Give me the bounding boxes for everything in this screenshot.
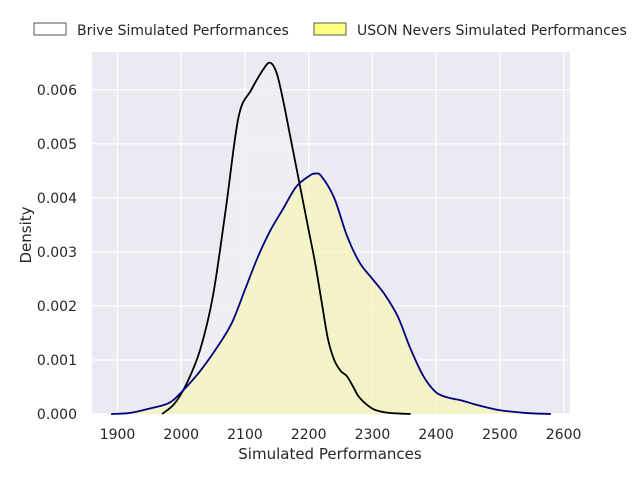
nevers-density-line (111, 172, 551, 415)
y-tick-label: 0.005 (37, 137, 77, 153)
x-tick-label: 2300 (355, 427, 391, 443)
y-tick-label: 0.001 (37, 353, 77, 369)
y-tick-label: 0.000 (37, 407, 77, 423)
y-axis-ticks: 0.000 0.001 0.002 0.003 0.004 0.005 0.006 (37, 83, 77, 423)
legend: Brive Simulated Performances USON Nevers … (33, 22, 627, 39)
x-tick-label: 2100 (227, 427, 263, 443)
nevers-legend-label: USON Nevers Simulated Performances (357, 23, 627, 39)
brive-legend-swatch (33, 22, 67, 36)
density-lines (111, 61, 551, 415)
nevers-legend-swatch (313, 22, 347, 36)
y-tick-label: 0.002 (37, 299, 77, 315)
x-tick-label: 2400 (418, 427, 454, 443)
y-axis-label: Density (17, 206, 35, 263)
y-tick-label: 0.003 (37, 245, 77, 261)
brive-density-line (161, 61, 411, 415)
brive-legend-label: Brive Simulated Performances (77, 23, 289, 39)
density-areas (111, 62, 551, 414)
nevers-density-area (111, 173, 551, 414)
y-tick-label: 0.006 (37, 83, 77, 99)
x-tick-label: 1900 (100, 427, 136, 443)
y-tick-label: 0.004 (37, 191, 77, 207)
x-axis-label: Simulated Performances (238, 445, 422, 463)
x-tick-label: 2600 (546, 427, 582, 443)
x-tick-label: 2200 (291, 427, 327, 443)
x-tick-label: 2000 (163, 427, 199, 443)
x-tick-label: 2500 (482, 427, 518, 443)
x-axis-ticks: 1900 2000 2100 2200 2300 2400 2500 2600 (100, 427, 582, 443)
